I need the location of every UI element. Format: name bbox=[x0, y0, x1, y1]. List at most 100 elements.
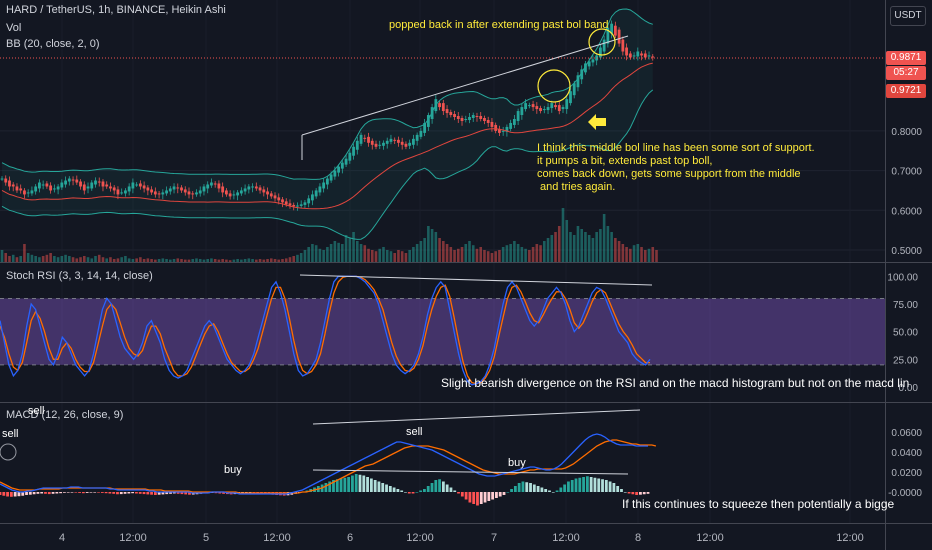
annotation-support-line-1[interactable]: I think this middle bol line has been so… bbox=[537, 142, 815, 154]
annotation-sell-3[interactable]: sell bbox=[406, 426, 423, 438]
candle-body bbox=[168, 188, 172, 192]
annotation-sell-1[interactable]: sell bbox=[28, 405, 45, 417]
volume-bar bbox=[565, 220, 569, 262]
trend-line bbox=[301, 35, 629, 136]
candle-body bbox=[617, 29, 621, 44]
macd-histogram-bar bbox=[131, 492, 135, 494]
stoch-tick-label: 50.00 bbox=[893, 328, 918, 339]
macd-histogram-bar bbox=[74, 492, 78, 493]
volume-bar bbox=[337, 242, 340, 262]
candle-body bbox=[19, 188, 23, 191]
macd-histogram-bar bbox=[604, 480, 608, 492]
squeeze-line bbox=[312, 469, 629, 475]
volume-bar bbox=[314, 245, 318, 262]
candle-body bbox=[355, 140, 359, 150]
volume-bar bbox=[494, 251, 497, 262]
macd-histogram-bar bbox=[343, 477, 347, 492]
macd-histogram-bar bbox=[55, 492, 59, 494]
macd-histogram-bar bbox=[28, 492, 32, 495]
macd-histogram-bar bbox=[63, 492, 66, 493]
volume-bar bbox=[210, 258, 213, 262]
candle-body bbox=[243, 188, 247, 192]
candle-body bbox=[213, 183, 217, 185]
macd-histogram-bar bbox=[423, 489, 426, 492]
macd-histogram-bar bbox=[119, 492, 123, 495]
stoch-band-fill bbox=[0, 298, 885, 365]
volume-bar bbox=[617, 241, 621, 262]
volume-bar bbox=[318, 248, 322, 262]
candle-body bbox=[161, 192, 165, 195]
candle-body bbox=[172, 186, 176, 190]
macd-histogram-bar bbox=[373, 480, 377, 492]
candle-body bbox=[165, 190, 168, 194]
macd-histogram-bar bbox=[362, 475, 366, 492]
annotation-support-line-2[interactable]: it pumps a bit, extends past top boll, bbox=[537, 155, 713, 167]
annotation-buy-2[interactable]: buy bbox=[508, 457, 526, 469]
macd-histogram-bar bbox=[612, 483, 616, 492]
candle-body bbox=[82, 184, 86, 191]
volume-bar bbox=[348, 238, 352, 262]
candle-body bbox=[374, 143, 378, 147]
volume-bar bbox=[554, 232, 557, 262]
candle-body bbox=[8, 180, 11, 187]
candle-body bbox=[258, 187, 262, 191]
candle-body bbox=[262, 189, 266, 193]
candle-body bbox=[30, 190, 34, 194]
macd-histogram-bar bbox=[620, 489, 623, 492]
candle-body bbox=[613, 25, 617, 36]
volume-bar bbox=[217, 259, 221, 262]
volume-bar bbox=[251, 259, 254, 262]
volume-bar bbox=[109, 257, 112, 262]
currency-button[interactable]: USDT bbox=[890, 6, 926, 26]
volume-bar bbox=[535, 244, 539, 262]
volume-bar bbox=[255, 259, 258, 262]
macd-tick-label: 0.0400 bbox=[891, 448, 922, 459]
annotation-sell-2[interactable]: sell bbox=[2, 428, 19, 440]
volume-bar bbox=[546, 238, 550, 262]
candle-body bbox=[191, 193, 195, 195]
annotation-support-line-4[interactable]: and tries again. bbox=[537, 181, 616, 193]
candle-body bbox=[49, 185, 53, 191]
bb-fill bbox=[2, 8, 653, 240]
candle-body bbox=[112, 187, 116, 191]
volume-bar bbox=[539, 245, 542, 262]
annotation-popped[interactable]: popped back in after extending past bol … bbox=[389, 19, 609, 31]
candle-body bbox=[636, 51, 640, 57]
volume-bar bbox=[221, 259, 224, 262]
volume-bar bbox=[632, 245, 636, 262]
candle-body bbox=[352, 146, 355, 156]
macd-histogram-bar bbox=[525, 482, 529, 492]
volume-bar bbox=[584, 232, 587, 262]
volume-bar bbox=[333, 241, 337, 262]
annotation-squeeze[interactable]: If this continues to squeeze then potent… bbox=[622, 497, 895, 511]
macd-histogram-bar bbox=[21, 492, 25, 496]
macd-histogram-bar bbox=[100, 492, 104, 493]
macd-histogram-bar bbox=[25, 492, 28, 495]
annotation-divergence[interactable]: Slight bearish divergence on the RSI and… bbox=[441, 376, 910, 390]
macd-histogram-bar bbox=[9, 492, 13, 497]
volume-bar bbox=[378, 248, 382, 262]
symbol-title[interactable]: HARD / TetherUS, 1h, BINANCE, Heikin Ash… bbox=[6, 4, 226, 16]
volume-bar bbox=[513, 241, 516, 262]
volume-bar bbox=[135, 258, 138, 262]
volume-indicator-label[interactable]: Vol bbox=[6, 22, 22, 34]
annotation-support-line-3[interactable]: comes back down, gets some support from … bbox=[537, 168, 801, 180]
stoch-rsi-title[interactable]: Stoch RSI (3, 3, 14, 14, close) bbox=[6, 270, 153, 282]
macd-histogram-bar bbox=[502, 492, 506, 495]
macd-histogram-bar bbox=[601, 479, 604, 492]
stoch-tick-label: 0.00 bbox=[899, 383, 919, 394]
volume-bar bbox=[427, 226, 430, 262]
bollinger-indicator-label[interactable]: BB (20, close, 2, 0) bbox=[6, 38, 100, 50]
macd-histogram-bar bbox=[623, 492, 627, 493]
candle-body bbox=[591, 59, 595, 63]
macd-histogram-bar bbox=[222, 492, 225, 494]
annotation-buy-1[interactable]: buy bbox=[224, 464, 242, 476]
volume-bar bbox=[41, 256, 45, 262]
candle-body bbox=[120, 192, 124, 194]
candle-body bbox=[505, 126, 509, 132]
candle-body bbox=[554, 105, 557, 108]
macd-title[interactable]: MACD (12, 26, close, 9) bbox=[6, 409, 124, 421]
macd-histogram-bar bbox=[631, 492, 635, 495]
volume-bar bbox=[531, 247, 535, 262]
